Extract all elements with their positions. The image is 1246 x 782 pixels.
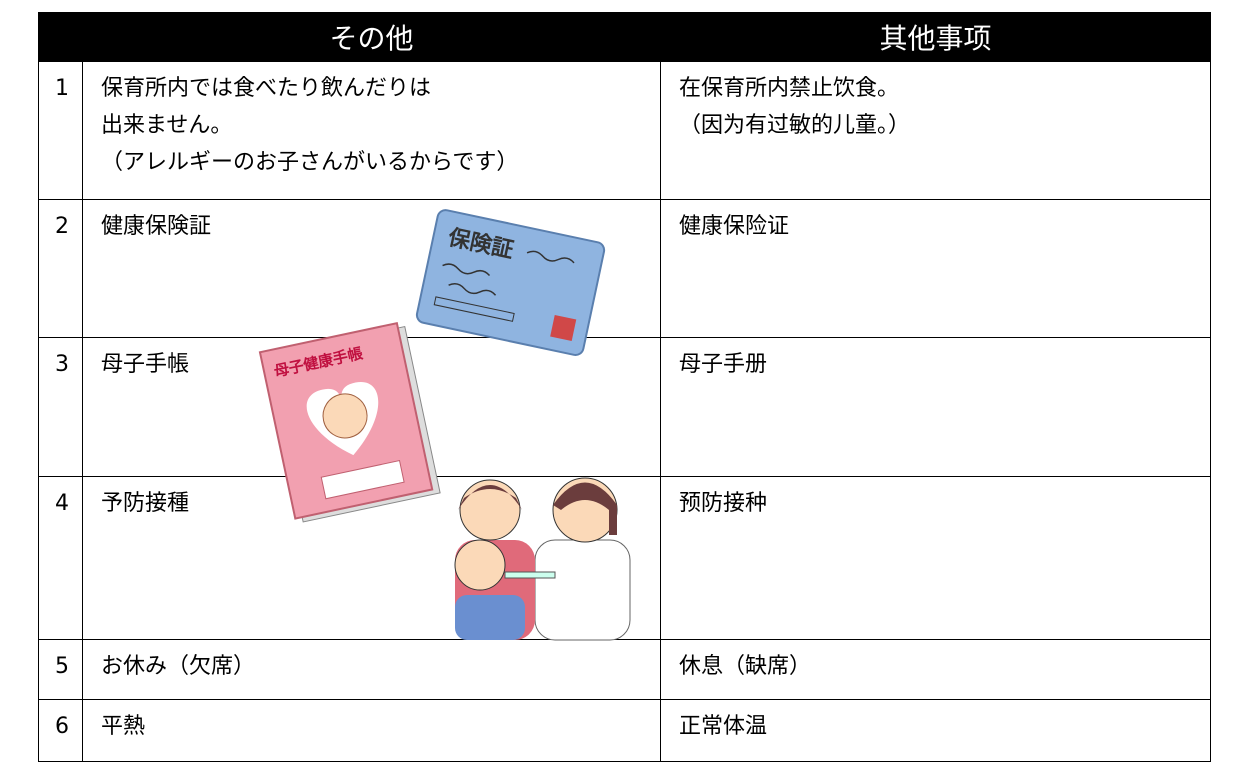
number-cell: 4 — [38, 476, 83, 640]
ja-cell: 母子手帳 — [82, 337, 661, 477]
table-row: 6 平熱 正常体温 — [38, 699, 1211, 762]
ja-text: （アレルギーのお子さんがいるからです） — [101, 150, 519, 175]
number-cell: 3 — [38, 337, 83, 477]
zh-text: 正常体温 — [679, 714, 768, 739]
table-row: 2 健康保険証 健康保险证 — [38, 199, 1211, 338]
number-cell: 1 — [38, 61, 83, 200]
zh-text: 健康保险证 — [679, 214, 790, 239]
ja-text: お休み（欠席） — [101, 654, 256, 679]
header-row: その他 其他事项 — [38, 12, 1211, 62]
ja-text: 保育所内では食べたり飲んだりは — [101, 76, 432, 101]
table: その他 其他事项 1 保育所内では食べたり飲んだりは 出来ません。 （アレルギーのお子… — [38, 12, 1211, 762]
row-number: 5 — [55, 654, 69, 679]
zh-text: 母子手册 — [679, 352, 768, 377]
zh-text: 在保育所内禁止饮食。 — [679, 76, 900, 101]
zh-text: 休息（缺席） — [679, 654, 812, 679]
header-cell — [38, 12, 83, 62]
ja-text: 母子手帳 — [101, 352, 190, 377]
ja-text: 健康保険証 — [101, 214, 212, 239]
ja-text: 平熱 — [101, 714, 146, 739]
row-number: 3 — [55, 352, 69, 377]
ja-cell: 平熱 — [82, 699, 661, 762]
number-cell: 5 — [38, 639, 83, 700]
ja-cell: 保育所内では食べたり飲んだりは 出来ません。 （アレルギーのお子さんがいるからです） — [82, 61, 661, 200]
zh-text: 预防接种 — [679, 491, 768, 516]
zh-cell: 预防接种 — [660, 476, 1211, 640]
header-cell: その他 — [82, 12, 661, 62]
ja-cell: 予防接種 — [82, 476, 661, 640]
zh-cell: 在保育所内禁止饮食。 （因为有过敏的儿童。） — [660, 61, 1211, 200]
table-row: 5 お休み（欠席） 休息（缺席） — [38, 639, 1211, 700]
ja-text: 予防接種 — [101, 491, 190, 516]
row-number: 2 — [55, 214, 69, 239]
zh-cell: 健康保险证 — [660, 199, 1211, 338]
number-cell: 6 — [38, 699, 83, 762]
zh-text: （因为有过敏的儿童。） — [679, 113, 911, 138]
row-number: 4 — [55, 491, 69, 516]
ja-cell: 健康保険証 — [82, 199, 661, 338]
ja-cell: お休み（欠席） — [82, 639, 661, 700]
row-number: 1 — [55, 76, 69, 101]
zh-cell: 休息（缺席） — [660, 639, 1211, 700]
ja-text: 出来ません。 — [101, 113, 233, 138]
table-row: 4 予防接種 预防接种 — [38, 476, 1211, 640]
header-cell: 其他事项 — [660, 12, 1211, 62]
row-number: 6 — [55, 714, 69, 739]
table-row: 1 保育所内では食べたり飲んだりは 出来ません。 （アレルギーのお子さんがいるからです… — [38, 61, 1211, 200]
number-cell: 2 — [38, 199, 83, 338]
table-body: 1 保育所内では食べたり飲んだりは 出来ません。 （アレルギーのお子さんがいるからです… — [38, 61, 1211, 762]
zh-cell: 正常体温 — [660, 699, 1211, 762]
table-row: 3 母子手帳 母子手册 — [38, 337, 1211, 477]
zh-cell: 母子手册 — [660, 337, 1211, 477]
